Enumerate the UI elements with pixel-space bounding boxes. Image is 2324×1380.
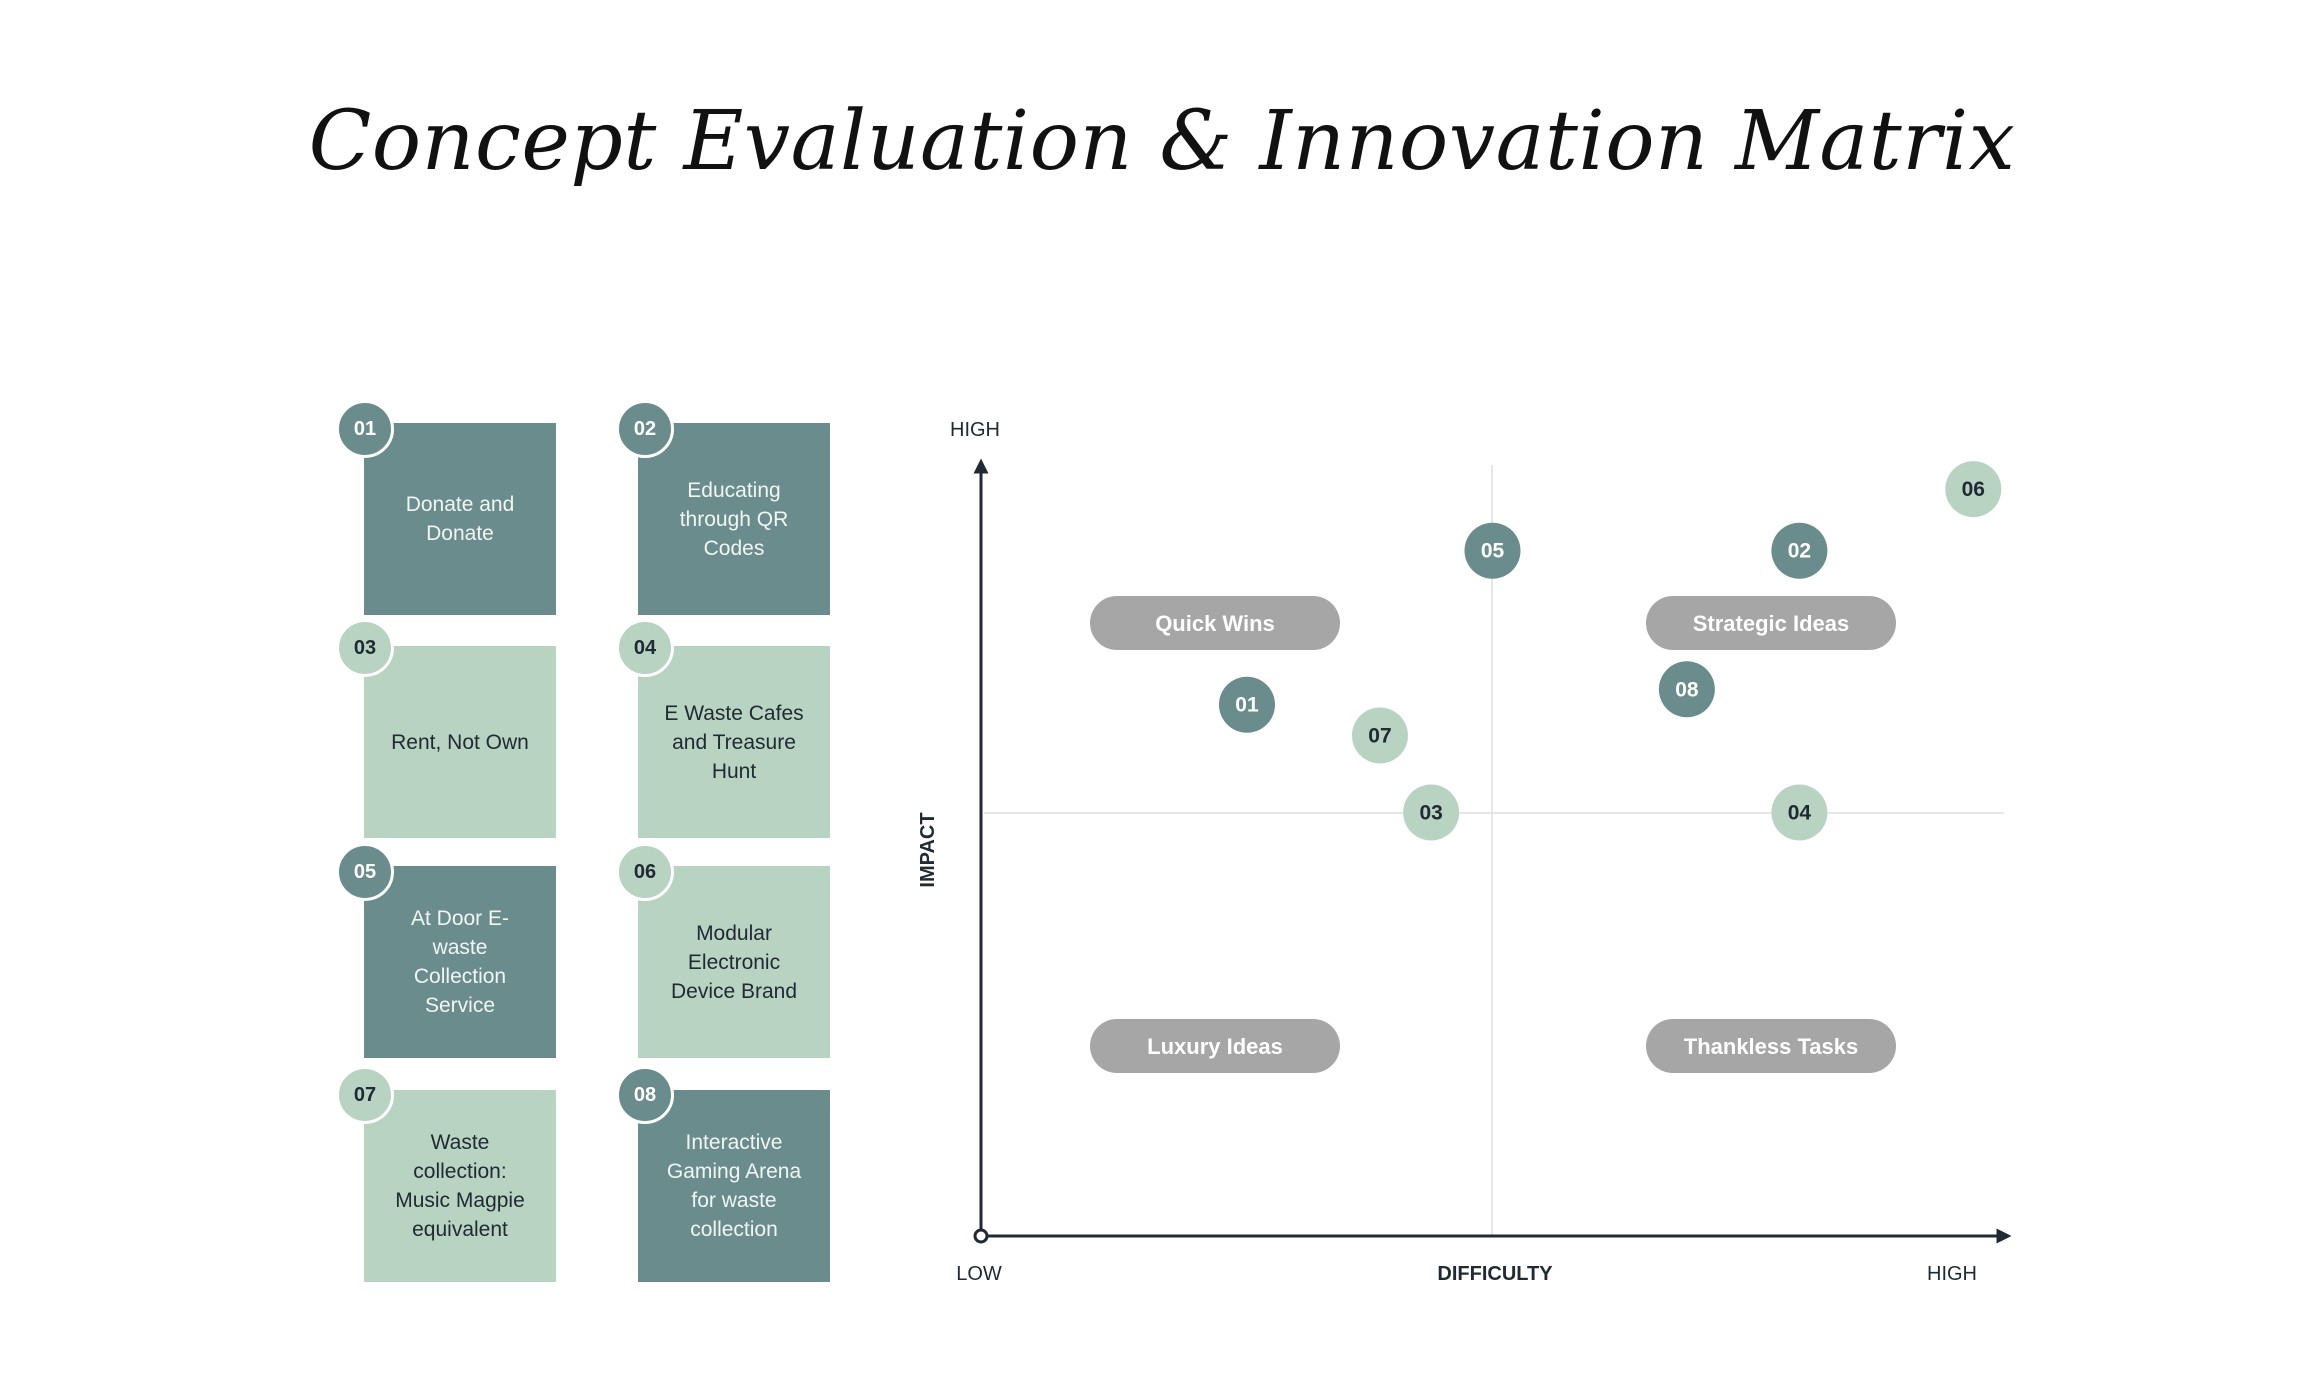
matrix-point-07: 07 — [1351, 707, 1408, 764]
concept-label: Donate and Donate — [405, 493, 515, 545]
point-marker — [1658, 661, 1715, 718]
concept-badge-05: 05 — [336, 843, 394, 901]
quadrant-label: Strategic Ideas — [1693, 611, 1850, 636]
point-marker — [1403, 784, 1460, 841]
concept-label: Modular Electronic Device Brand — [670, 921, 798, 1003]
concept-label: Interactive Gaming Arena for waste colle… — [666, 1131, 802, 1241]
quadrant-label: Thankless Tasks — [1684, 1034, 1858, 1059]
quadrant-pill-strategic-ideas: Strategic Ideas — [1646, 596, 1896, 650]
point-label: 08 — [1675, 678, 1699, 701]
concept-card-08: Interactive Gaming Arena for waste colle… — [638, 1090, 830, 1282]
point-label: 03 — [1419, 802, 1442, 825]
page-title: Concept Evaluation & Innovation Matrix — [308, 94, 2016, 189]
concept-badge-08: 08 — [616, 1066, 674, 1124]
concept-badge-07: 07 — [336, 1066, 394, 1124]
point-marker — [1945, 461, 2002, 518]
matrix-point-08: 08 — [1658, 661, 1715, 718]
pill-background — [1090, 596, 1340, 650]
point-label: 02 — [1788, 540, 1811, 563]
axis-origin — [973, 1228, 989, 1244]
point-label: 04 — [1788, 802, 1812, 825]
concept-label: E Waste Cafes and Treasure Hunt — [664, 701, 804, 783]
point-label: 06 — [1962, 478, 1985, 501]
y-axis-title: IMPACT — [917, 812, 939, 887]
matrix-point-05: 05 — [1464, 522, 1521, 579]
x-axis-title: DIFFICULTY — [1437, 1263, 1553, 1285]
concept-card-05: At Door E-waste Collection Service — [364, 866, 556, 1058]
concept-badge-02: 02 — [616, 400, 674, 458]
point-marker — [1218, 676, 1275, 733]
point-label: 07 — [1368, 725, 1391, 748]
concept-card-06: Modular Electronic Device Brand — [638, 866, 830, 1058]
quadrant-label: Quick Wins — [1155, 611, 1275, 636]
concept-card-07: Waste collection: Music Magpie equivalen… — [364, 1090, 556, 1282]
concept-card-04: E Waste Cafes and Treasure Hunt — [638, 646, 830, 838]
point-marker — [1771, 522, 1828, 579]
concept-label: At Door E-waste Collection Service — [410, 907, 510, 1017]
pill-background — [1646, 596, 1896, 650]
quadrant-pill-luxury-ideas: Luxury Ideas — [1090, 1019, 1340, 1073]
quadrant-pill-quick-wins: Quick Wins — [1090, 596, 1340, 650]
point-label: 05 — [1481, 540, 1505, 563]
matrix-point-04: 04 — [1771, 784, 1828, 841]
point-label: 01 — [1235, 694, 1259, 717]
concept-label: Waste collection: Music Magpie equivalen… — [395, 1131, 525, 1241]
matrix-points: 01 02 03 04 05 06 07 08 — [1218, 461, 2002, 841]
point-marker — [1464, 522, 1521, 579]
concept-card-02: Educating through QR Codes — [638, 423, 830, 615]
concept-badge-01: 01 — [336, 400, 394, 458]
concept-label: Rent, Not Own — [391, 730, 529, 754]
point-marker — [1351, 707, 1408, 764]
concept-badge-03: 03 — [336, 619, 394, 677]
concept-badge-04: 04 — [616, 619, 674, 677]
matrix-point-01: 01 — [1218, 676, 1275, 733]
quadrant-pill-thankless-tasks: Thankless Tasks — [1646, 1019, 1896, 1073]
quadrant-label: Luxury Ideas — [1147, 1034, 1283, 1059]
concept-badge-06: 06 — [616, 843, 674, 901]
matrix-point-06: 06 — [1945, 461, 2002, 518]
y-axis-high-label: HIGH — [950, 419, 1000, 441]
concept-card-01: Donate and Donate — [364, 423, 556, 615]
matrix-point-02: 02 — [1771, 522, 1828, 579]
x-axis-low-label: LOW — [956, 1263, 1002, 1285]
concept-card-03: Rent, Not Own — [364, 646, 556, 838]
point-marker — [1771, 784, 1828, 841]
matrix-point-03: 03 — [1403, 784, 1460, 841]
pill-background — [1646, 1019, 1896, 1073]
x-axis-high-label: HIGH — [1927, 1263, 1977, 1285]
pill-background — [1090, 1019, 1340, 1073]
concept-label: Educating through QR Codes — [679, 478, 789, 560]
